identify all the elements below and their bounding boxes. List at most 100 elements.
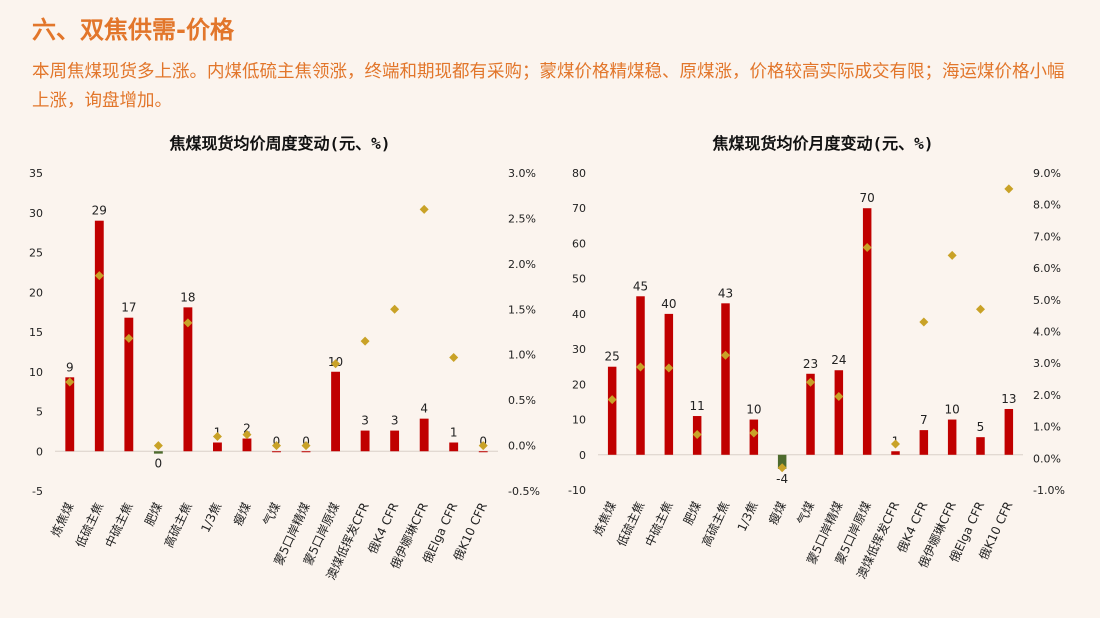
x-tick-label: 1/3焦 <box>735 499 761 533</box>
percent-marker <box>360 336 370 346</box>
bar <box>891 451 900 455</box>
y-left-tick-label: 20 <box>29 286 43 299</box>
percent-marker <box>692 430 702 440</box>
y-right-tick-label: 3.0% <box>508 167 536 180</box>
percent-marker <box>153 441 163 451</box>
y-left-tick-label: 70 <box>572 202 586 215</box>
bar <box>478 451 488 453</box>
data-label: 3 <box>391 414 399 428</box>
bar <box>183 307 193 452</box>
y-left-tick-label: -10 <box>568 484 586 497</box>
data-label: 10 <box>746 403 761 417</box>
y-right-tick-label: 0.0% <box>1033 452 1061 465</box>
x-tick-label: 低硫主焦 <box>613 499 647 549</box>
y-left-tick-label: 25 <box>29 247 43 260</box>
data-label: 1 <box>450 426 458 440</box>
y-left-tick-label: 40 <box>572 308 586 321</box>
x-tick-label: 低硫主焦 <box>72 500 106 550</box>
data-label: 43 <box>718 286 733 300</box>
y-right-tick-label: 3.0% <box>1033 357 1061 370</box>
bar <box>213 442 222 452</box>
data-label: 40 <box>661 297 676 311</box>
y-right-tick-label: 8.0% <box>1033 199 1061 212</box>
data-label: 13 <box>1001 392 1016 406</box>
percent-marker <box>862 242 872 252</box>
data-label: 24 <box>831 353 846 367</box>
chart-title: 焦煤现货均价周度变动(元、%) <box>169 134 391 153</box>
percent-marker <box>183 318 193 328</box>
percent-marker <box>777 463 787 473</box>
page-summary: 本周焦煤现货多上涨。内煤低硫主焦领涨，终端和期现都有采购；蒙煤价格精煤稳、原煤涨… <box>32 62 1065 111</box>
percent-marker <box>721 350 730 360</box>
percent-marker <box>390 304 400 314</box>
y-left-tick-label: 10 <box>572 414 586 427</box>
percent-marker <box>65 377 75 387</box>
bar <box>834 370 844 455</box>
bar <box>1004 408 1014 455</box>
y-left-tick-label: 80 <box>572 167 586 180</box>
percent-marker <box>212 431 222 441</box>
y-left-tick-label: 35 <box>29 167 43 180</box>
y-right-tick-label: 1.0% <box>1033 421 1061 434</box>
x-tick-label: 高硫主焦 <box>698 499 732 549</box>
y-right-tick-label: 6.0% <box>1033 262 1061 275</box>
y-right-tick-label: 2.5% <box>508 212 536 225</box>
percent-marker <box>478 441 488 451</box>
percent-marker <box>919 317 929 327</box>
y-right-tick-label: 2.0% <box>1033 389 1061 402</box>
data-label: 45 <box>633 279 648 293</box>
data-label: 18 <box>180 290 195 304</box>
data-label: -4 <box>776 472 788 486</box>
percent-marker <box>749 428 759 438</box>
y-left-tick-label: 0 <box>579 449 586 462</box>
data-label: 3 <box>361 414 369 428</box>
data-label: 10 <box>945 403 960 417</box>
x-tick-label: 气煤 <box>259 500 283 528</box>
bar <box>153 451 163 454</box>
percent-marker <box>891 439 900 449</box>
bar <box>272 451 281 453</box>
bar <box>94 220 104 452</box>
y-left-tick-label: 10 <box>29 366 43 379</box>
data-label: 70 <box>860 191 875 205</box>
bar <box>777 454 787 469</box>
percent-marker <box>124 333 134 343</box>
bar <box>947 419 957 455</box>
percent-marker <box>976 304 985 314</box>
y-left-tick-label: 20 <box>572 378 586 391</box>
bar <box>919 430 929 455</box>
x-tick-label: 炼焦煤 <box>590 499 619 538</box>
x-tick-label: 炼焦煤 <box>48 500 77 539</box>
page-title: 六、双焦供需-价格 <box>32 16 234 44</box>
y-left-tick-label: 50 <box>572 273 586 286</box>
data-label: 17 <box>121 301 136 315</box>
x-tick-label: 气煤 <box>793 499 817 527</box>
data-label: 2 <box>243 422 251 436</box>
x-tick-label: 肥煤 <box>142 500 165 528</box>
data-label: 25 <box>605 350 620 364</box>
x-tick-label: 高硫主焦 <box>161 500 195 550</box>
bar <box>242 438 252 452</box>
percent-marker <box>1004 184 1014 194</box>
monthly-change-plot: 80 70 60 50 40 30 20 10 0 -10 9.0% 8.0% 7.0% 6.0% 5.0%… <box>568 167 1065 581</box>
bar <box>664 313 674 455</box>
y-right-tick-label: 0.5% <box>508 394 536 407</box>
y-left-tick-label: -5 <box>32 485 43 498</box>
data-label: 0 <box>155 457 163 471</box>
y-right-tick-label: 7.0% <box>1033 230 1061 243</box>
bar <box>360 430 370 452</box>
data-label: 11 <box>690 399 705 413</box>
data-label: 4 <box>420 402 428 416</box>
weekly-change-plot: 35302520151050-53.0%2.5%2.0%1.5%1.0%0.5%… <box>29 167 540 582</box>
data-label: 5 <box>977 420 985 434</box>
x-tick-label: 瘦煤 <box>230 500 254 528</box>
weekly-change-chart: 焦煤现货均价周度变动(元、%) 35 30 25 20 15 10 5 0 -5 3.0% 2.5%… <box>10 125 550 615</box>
y-right-tick-label: 4.0% <box>1033 326 1061 339</box>
x-tick-label: 中硫主焦 <box>642 499 676 549</box>
bar <box>390 430 400 452</box>
percent-marker <box>94 271 104 281</box>
percent-marker <box>242 430 252 440</box>
data-label: 9 <box>66 360 74 374</box>
y-right-tick-label: 5.0% <box>1033 294 1061 307</box>
bar <box>331 371 340 452</box>
